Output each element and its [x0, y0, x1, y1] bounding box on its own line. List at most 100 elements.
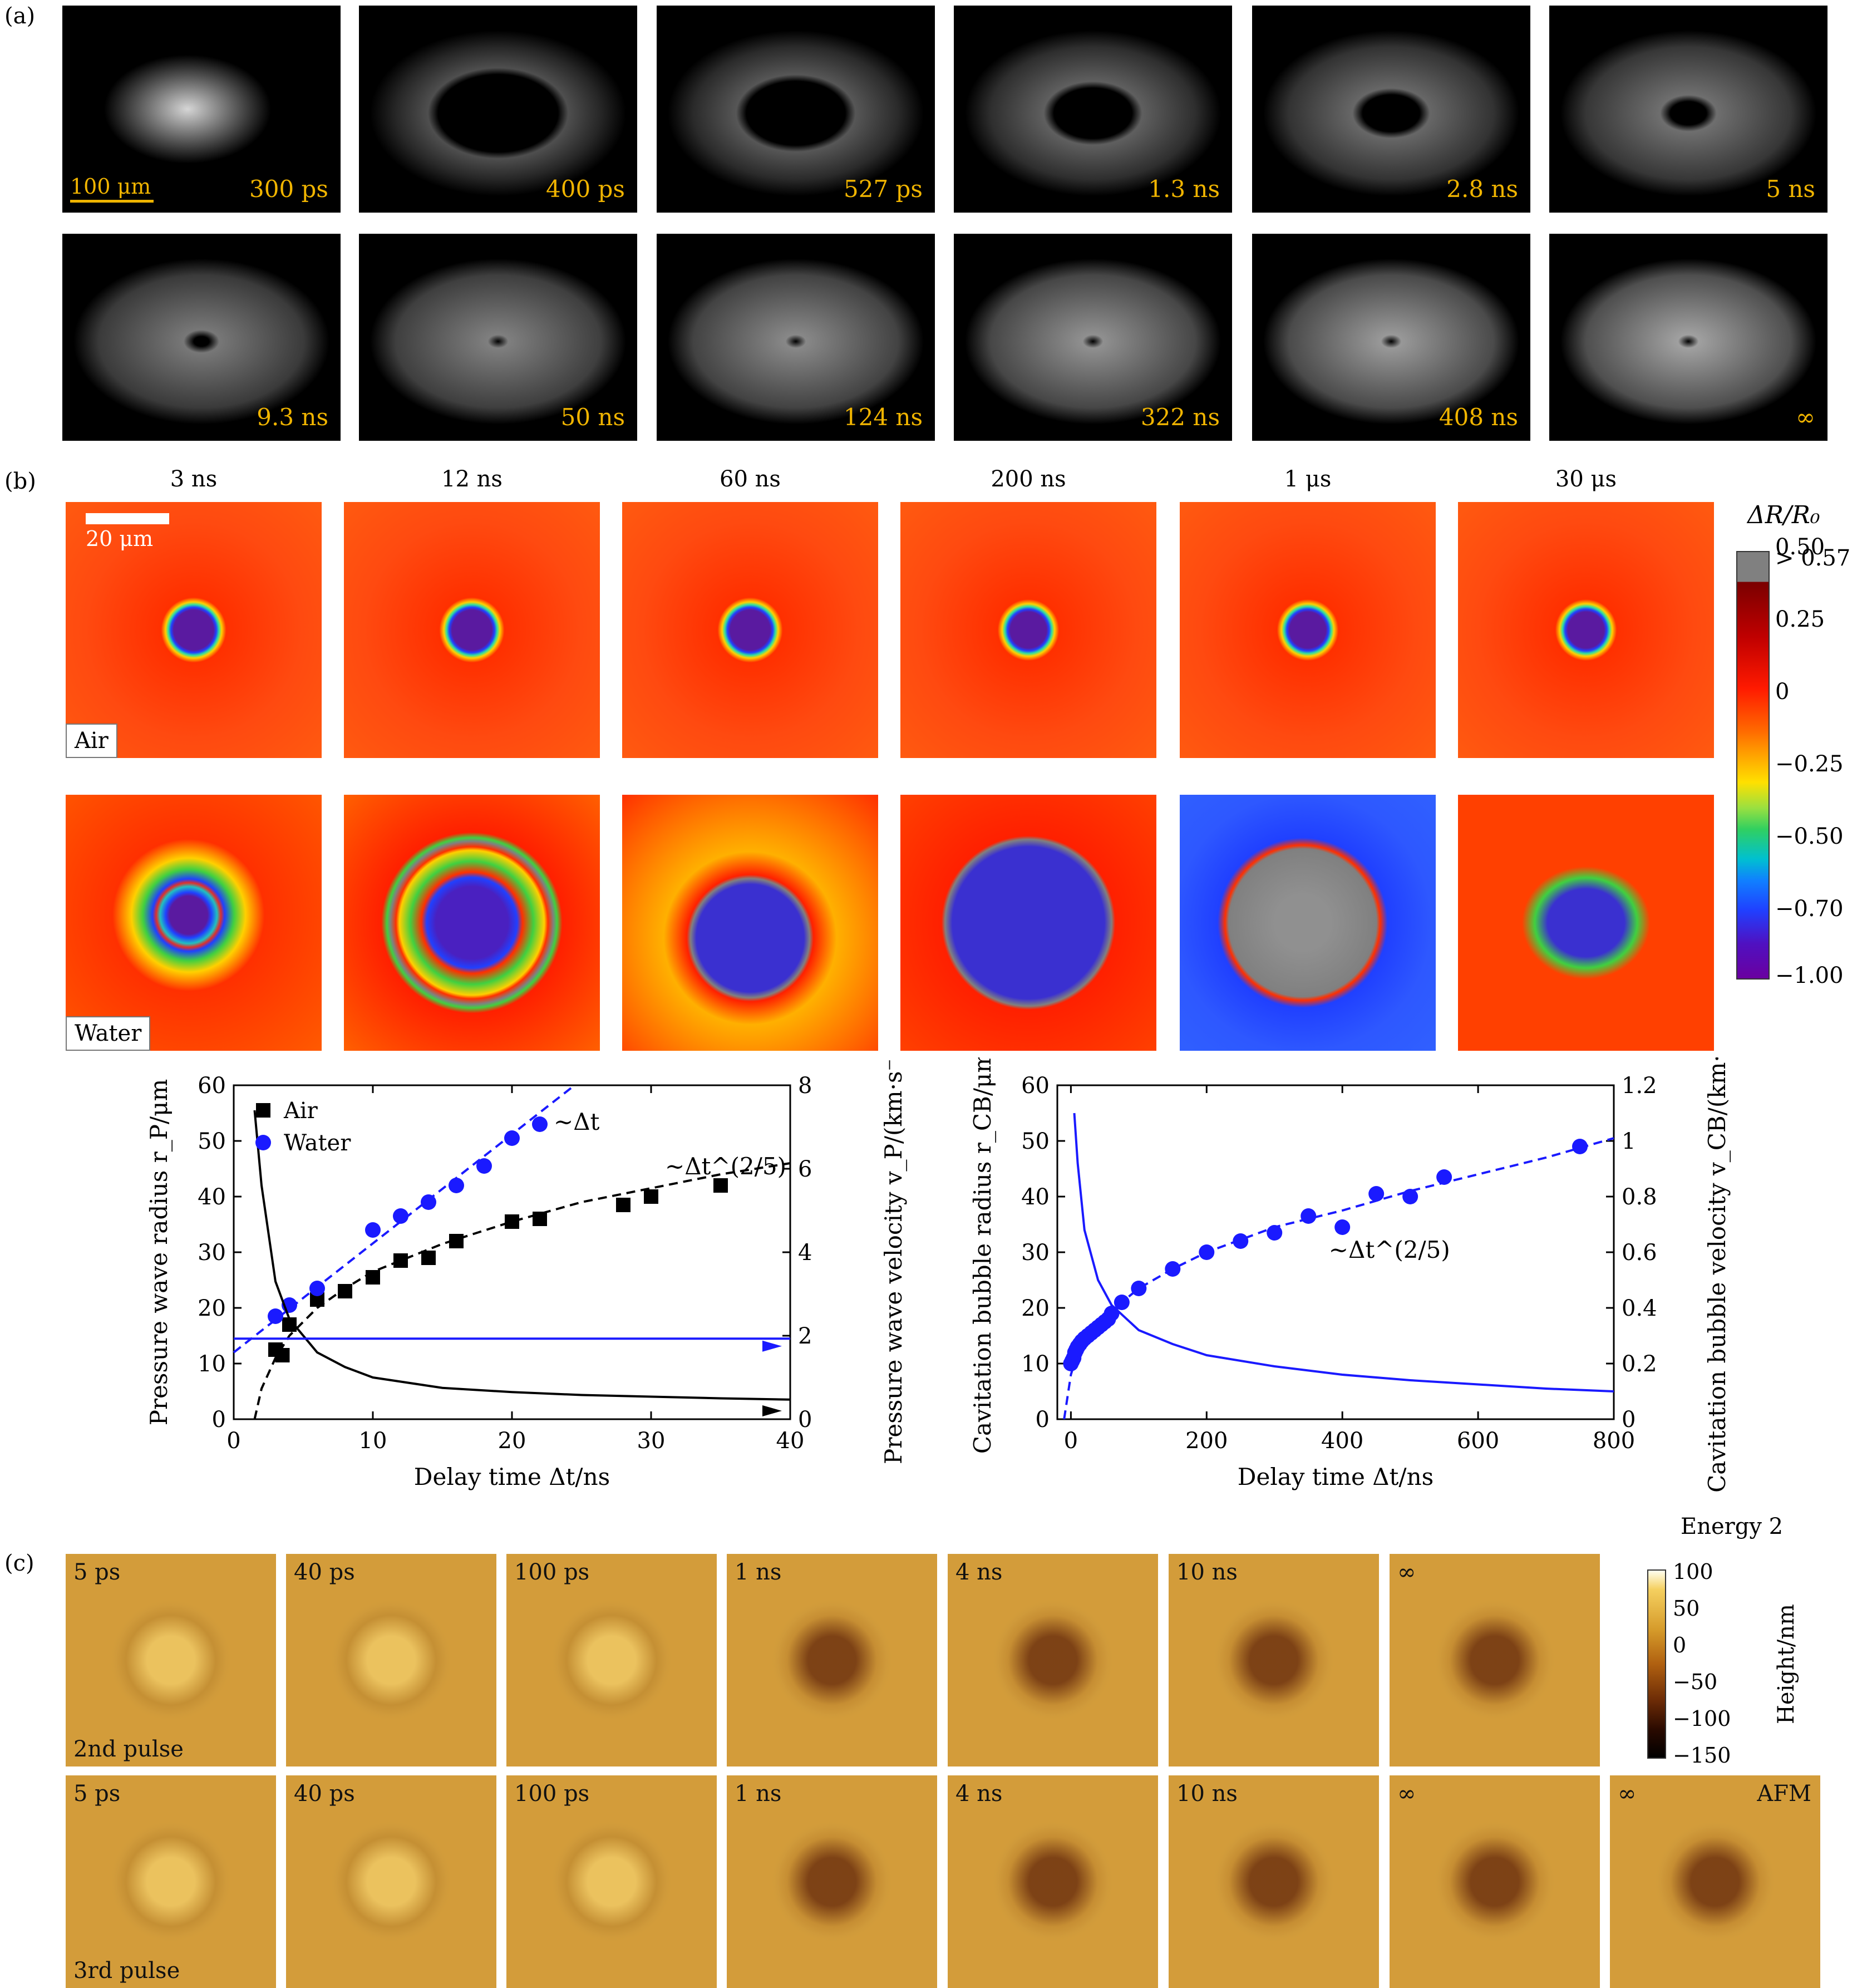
column-title: 1 μs — [1284, 466, 1332, 492]
frame-time-label: 2.8 ns — [1446, 175, 1518, 203]
x-tick-label: 200 — [1185, 1428, 1228, 1454]
x-tick-label: 800 — [1593, 1428, 1635, 1454]
scale-bar-label: 20 μm — [86, 526, 154, 551]
y-tick-label: 30 — [198, 1240, 226, 1266]
y-tick-label: 50 — [1021, 1129, 1050, 1154]
frame-time-label: 9.3 ns — [257, 403, 328, 431]
afm-frame: 4 ns — [948, 1775, 1158, 1988]
scale-bar-line — [86, 513, 169, 524]
y-right-tick: 2 — [782, 1323, 812, 1349]
y-tick: 20 — [198, 1296, 242, 1321]
y-axis-label: Pressure wave radius r_P/μm — [145, 1079, 173, 1426]
data-point — [476, 1158, 492, 1174]
frame-time-label: ∞ — [1397, 1559, 1416, 1585]
x-axis-label: Delay time Δt/ns — [1238, 1463, 1434, 1490]
frame-time-label: 1 ns — [735, 1559, 782, 1585]
frame-time-label: 100 ps — [514, 1781, 590, 1807]
x-tick: 0 — [226, 1085, 241, 1454]
speckle-frame: 322 ns — [954, 234, 1232, 441]
speckle-frame: 1.3 ns — [954, 6, 1232, 213]
data-point — [532, 1116, 548, 1132]
column-title: 30 μs — [1555, 466, 1617, 492]
frame-time-label: 400 ps — [546, 175, 625, 203]
reflectivity-frame-water — [1458, 795, 1714, 1051]
frame-time-label: 10 ns — [1176, 1559, 1238, 1585]
x-tick: 20 — [498, 1085, 526, 1454]
x-tick: 400 — [1321, 1085, 1363, 1454]
reflectivity-frame-water — [344, 795, 600, 1051]
afm-frame: 10 ns — [1169, 1775, 1379, 1988]
afm-frame: 40 ps — [286, 1554, 496, 1766]
frame-time-label: 5 ns — [1766, 175, 1815, 203]
data-point — [1402, 1189, 1418, 1204]
scale-bar: 100 μm — [70, 174, 154, 203]
data-point — [644, 1189, 658, 1204]
y-right-tick-label: 0.8 — [1622, 1184, 1657, 1210]
colorbar-c-tick-label: −100 — [1673, 1706, 1731, 1731]
row-label: 3rd pulse — [73, 1958, 180, 1984]
frame-time-label: 1.3 ns — [1148, 175, 1220, 203]
y-right-tick: 0 — [782, 1407, 812, 1433]
reflectivity-frame-air — [1180, 502, 1436, 758]
y-tick: 10 — [1021, 1351, 1065, 1377]
speckle-frame: 9.3 ns — [62, 234, 341, 441]
data-point — [449, 1178, 464, 1193]
x-tick-label: 400 — [1321, 1428, 1363, 1454]
x-axis-label: Delay time Δt/ns — [414, 1463, 610, 1490]
speckle-frame: 100 μm 300 ps — [62, 6, 341, 213]
y-axis-label: Cavitation bubble radius r_CB/μm — [969, 1057, 996, 1454]
y-tick-label: 20 — [198, 1296, 226, 1321]
colorbar-tick-label: −0.50 — [1775, 824, 1844, 849]
legend-marker — [256, 1103, 270, 1118]
x-tick: 40 — [776, 1085, 804, 1454]
afm-frame: 40 ps — [286, 1775, 496, 1988]
y-right-tick: 0.8 — [1606, 1184, 1657, 1210]
reflectivity-frame-water — [900, 795, 1156, 1051]
y-right-tick-label: 0.2 — [1622, 1351, 1657, 1377]
x-tick: 10 — [359, 1085, 387, 1454]
y-right-tick-label: 1 — [1622, 1129, 1636, 1154]
reflectivity-frame-water: Water — [66, 795, 322, 1051]
y-tick-label: 40 — [1021, 1184, 1050, 1210]
y-tick-label: 30 — [1021, 1240, 1050, 1266]
frame-time-label: 40 ps — [294, 1781, 355, 1807]
y-tick-label: 60 — [198, 1073, 226, 1099]
data-point — [309, 1281, 325, 1296]
y-tick: 40 — [198, 1184, 242, 1210]
reflectivity-frame-water — [1180, 795, 1436, 1051]
afm-frame: 100 ps — [506, 1775, 717, 1988]
afm-frame: 5 ps 2nd pulse — [66, 1554, 276, 1766]
colorbar-b: ΔR/R₀ > 0.57 0.50 0.25 0 −0.25 −0.50 −0.70 −1.… — [1736, 501, 1859, 1046]
colorbar-c-tick-label: −150 — [1673, 1743, 1731, 1768]
y-right-tick-label: 0.4 — [1622, 1296, 1657, 1321]
column-title: 200 ns — [991, 466, 1066, 492]
y-tick: 30 — [198, 1240, 242, 1266]
colorbar-c-ylabel: Height/nm — [1774, 1604, 1799, 1724]
data-point — [1436, 1169, 1452, 1185]
y-tick-label: 0 — [1036, 1407, 1050, 1433]
cavitation-bubble-chart: 0 200 400 600 800010203040506000.20.40.60.81… — [969, 1057, 1731, 1493]
data-point — [504, 1130, 520, 1146]
speckle-frame: ∞ — [1549, 234, 1827, 441]
series-line — [253, 1162, 791, 1420]
data-point — [268, 1308, 283, 1324]
colorbar-tick-label: 0 — [1775, 679, 1790, 705]
colorbar-c-title: Energy 2 — [1681, 1514, 1784, 1539]
afm-frame: 1 ns — [727, 1554, 937, 1766]
colorbar-tick-label: −0.25 — [1775, 751, 1844, 777]
colorbar-c-gradient — [1647, 1569, 1666, 1759]
afm-frame: ∞ — [1390, 1554, 1600, 1766]
y-tick: 30 — [1021, 1240, 1065, 1266]
y-right-tick: 6 — [782, 1157, 812, 1182]
frame-time-label: 50 ns — [560, 403, 625, 431]
y-right-tick: 1 — [1606, 1129, 1636, 1154]
colorbar-tick-label: −0.70 — [1775, 896, 1844, 922]
colorbar-tick-label: −1.00 — [1775, 963, 1844, 988]
scale-bar-label: 100 μm — [70, 174, 151, 199]
y-right-tick: 8 — [782, 1073, 812, 1099]
afm-frame: 4 ns — [948, 1554, 1158, 1766]
reflectivity-frame-air — [1458, 502, 1714, 758]
data-point — [1368, 1186, 1385, 1202]
colorbar-over-label: > 0.57 — [1775, 545, 1851, 571]
frame-time-label: 408 ns — [1439, 403, 1518, 431]
